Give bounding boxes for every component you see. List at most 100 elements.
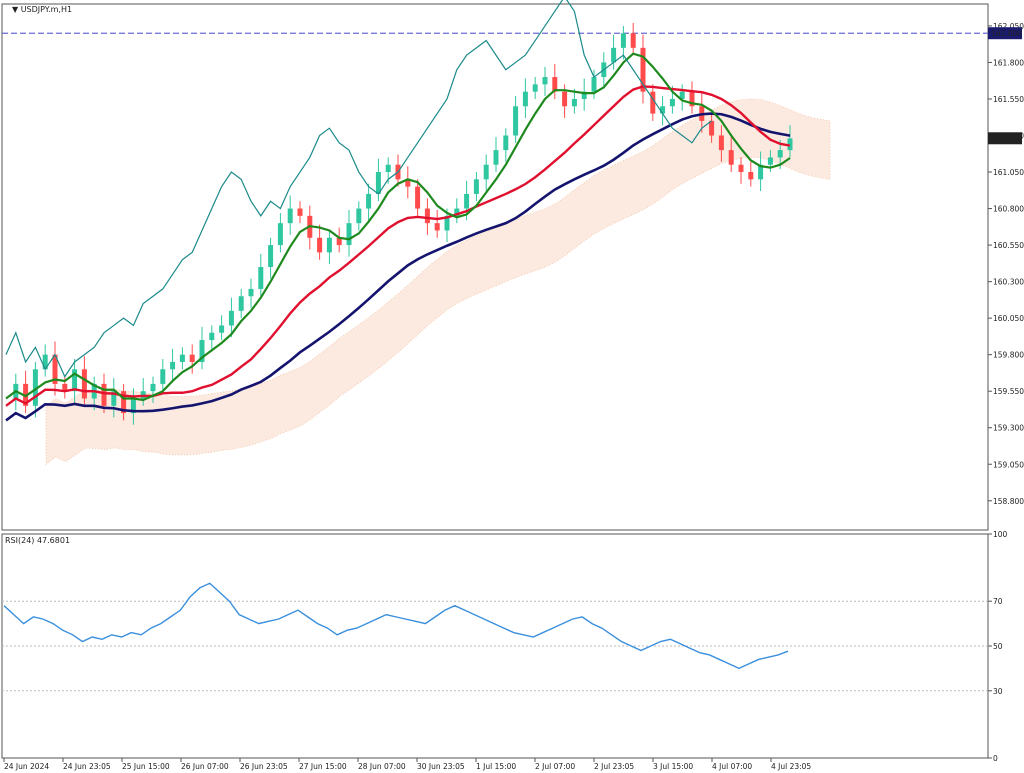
candle-body: [473, 179, 479, 194]
candle-body: [464, 193, 470, 209]
rsi-tick-label: 50: [993, 642, 1003, 651]
price-tick-label: 160.300: [993, 278, 1024, 287]
price-tick-label: 159.550: [993, 387, 1024, 396]
candle-body: [121, 391, 127, 414]
candle-body: [101, 383, 107, 406]
candle-body: [787, 138, 793, 151]
rsi-tick-label: 70: [993, 597, 1003, 606]
time-tick-label: 2 Jul 23:05: [594, 762, 634, 771]
candle-body: [758, 164, 764, 180]
price-tick-label: 159.300: [993, 424, 1024, 433]
time-tick-label: 24 Jun 2024: [4, 762, 49, 771]
time-tick-label: 26 Jun 07:00: [181, 762, 229, 771]
rsi-line: [3, 582, 789, 670]
candle-body: [728, 150, 734, 165]
price-tick-label: 160.050: [993, 314, 1024, 323]
candle-body: [160, 369, 166, 384]
candle-body: [238, 296, 244, 311]
price-tick-label: 161.800: [993, 58, 1024, 67]
candle-body: [111, 391, 117, 406]
candle-body: [170, 361, 176, 370]
rsi-tick-label: 100: [993, 530, 1008, 539]
candle-body: [552, 77, 558, 92]
price-tick-label: 162.050: [993, 22, 1024, 31]
price-tick-label: 160.800: [993, 205, 1024, 214]
candle-body: [326, 237, 332, 253]
candle-body: [219, 325, 225, 333]
candle-body: [718, 135, 724, 151]
candle-body: [72, 369, 78, 392]
time-tick-label: 24 Jun 23:05: [63, 762, 111, 771]
candle-body: [640, 47, 646, 92]
candle-body: [571, 98, 577, 107]
price-panel: [1, 3, 989, 531]
candle-body: [562, 91, 568, 107]
candle-body: [228, 310, 234, 326]
candle-body: [689, 91, 695, 107]
candle-body: [375, 172, 381, 194]
symbol-label: ▼ USDJPY.m,H1: [12, 5, 72, 14]
candle-body: [258, 267, 264, 289]
time-tick-label: 28 Jun 07:00: [358, 762, 406, 771]
candle-body: [268, 245, 274, 267]
candle-body: [611, 47, 617, 63]
candle-body: [669, 98, 675, 107]
candle-body: [620, 33, 626, 48]
level-162-label: 162.000: [991, 29, 1022, 38]
candle-body: [522, 91, 528, 107]
time-tick-label: 4 Jul 23:05: [771, 762, 811, 771]
candle-body: [748, 172, 754, 180]
candle-body: [297, 208, 303, 216]
candle-body: [317, 237, 323, 253]
time-tick-label: 27 Jun 15:00: [299, 762, 347, 771]
time-tick-label: 2 Jul 07:00: [535, 762, 575, 771]
rsi-tick-label: 30: [993, 687, 1003, 696]
candle-body: [483, 164, 489, 180]
candle-body: [405, 179, 411, 187]
candle-body: [767, 157, 773, 165]
candle-body: [81, 369, 87, 399]
current-price-label: 161.281: [991, 134, 1022, 143]
candle-body: [630, 33, 636, 48]
candle-body: [179, 354, 185, 362]
candle-body: [277, 223, 283, 246]
candle-body: [679, 91, 685, 99]
time-tick-label: 3 Jul 15:00: [653, 762, 693, 771]
price-tick-label: 161.550: [993, 95, 1024, 104]
candle-body: [52, 354, 58, 384]
candle-body: [660, 106, 666, 114]
candle-body: [738, 164, 744, 173]
candle-body: [424, 208, 430, 224]
candle-body: [346, 223, 352, 246]
price-tick-label: 159.050: [993, 460, 1024, 469]
candle-body: [415, 186, 421, 209]
time-tick-label: 4 Jul 07:00: [712, 762, 752, 771]
candle-body: [62, 383, 68, 392]
time-tick-label: 25 Jun 15:00: [122, 762, 170, 771]
candle-body: [130, 398, 136, 414]
candle-body: [532, 84, 538, 92]
current-price-tag: [988, 132, 1022, 145]
candle-body: [493, 150, 499, 165]
candle-body: [209, 332, 215, 341]
candle-body: [336, 237, 342, 246]
candle-body: [189, 354, 195, 362]
price-tick-label: 160.550: [993, 241, 1024, 250]
lagging-span-line: [5, 0, 712, 378]
ichimoku-cloud: [45, 98, 831, 466]
rsi-label: RSI(24) 47.6801: [5, 536, 70, 545]
candle-body: [503, 135, 509, 151]
ma-mid-line: [5, 85, 791, 407]
price-tick-label: 158.800: [993, 497, 1024, 506]
candle-body: [591, 77, 597, 92]
level-162-tag: [988, 27, 1022, 40]
candle-body: [709, 120, 715, 136]
candle-body: [366, 193, 372, 209]
candle-body: [581, 91, 587, 99]
price-tick-label: 159.800: [993, 351, 1024, 360]
candle-body: [444, 215, 450, 231]
candle-body: [356, 208, 362, 224]
candle-body: [42, 354, 48, 370]
